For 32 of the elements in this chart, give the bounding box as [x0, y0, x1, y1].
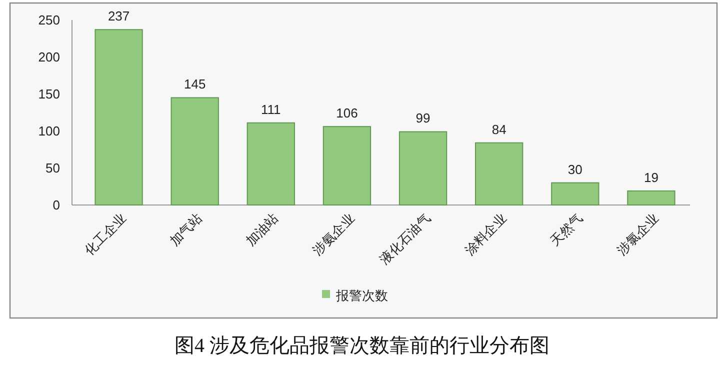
- x-tick-label: 涉氯企业: [614, 210, 662, 258]
- bar: [551, 182, 600, 206]
- y-tick-label: 200: [38, 50, 60, 65]
- x-tick-label: 化工企业: [82, 210, 129, 258]
- x-tick-label: 涉氨企业: [310, 210, 358, 258]
- data-label: 30: [568, 162, 582, 177]
- data-label: 145: [184, 76, 206, 92]
- bar: [94, 29, 143, 206]
- bar: [322, 126, 372, 206]
- y-tick-label: 250: [38, 12, 60, 28]
- data-label: 106: [336, 106, 358, 121]
- y-tick-label: 0: [52, 198, 60, 213]
- data-label: 84: [492, 122, 506, 137]
- data-label: 237: [108, 8, 130, 24]
- bar: [475, 142, 524, 206]
- y-tick-label: 100: [38, 124, 60, 139]
- data-label: 19: [644, 170, 658, 185]
- x-tick-label: 涂料企业: [462, 210, 510, 258]
- x-tick-label: 液化石油气: [376, 210, 434, 268]
- bar: [246, 122, 295, 206]
- bar: [398, 131, 448, 206]
- data-label: 99: [416, 110, 430, 126]
- text: 图4 涉及危化品报警次数靠前的行业分布图: [174, 335, 550, 357]
- y-tick-label: 150: [38, 86, 60, 102]
- x-tick-label: 加油站: [242, 210, 282, 249]
- x-tick-label: 天然气: [547, 210, 586, 249]
- y-tick-label: 50: [46, 160, 60, 176]
- legend-label: 报警次数: [335, 288, 388, 303]
- data-label: 111: [261, 102, 281, 117]
- bar: [170, 97, 219, 206]
- x-tick-label: 加气站: [166, 210, 205, 249]
- bar: [627, 190, 676, 206]
